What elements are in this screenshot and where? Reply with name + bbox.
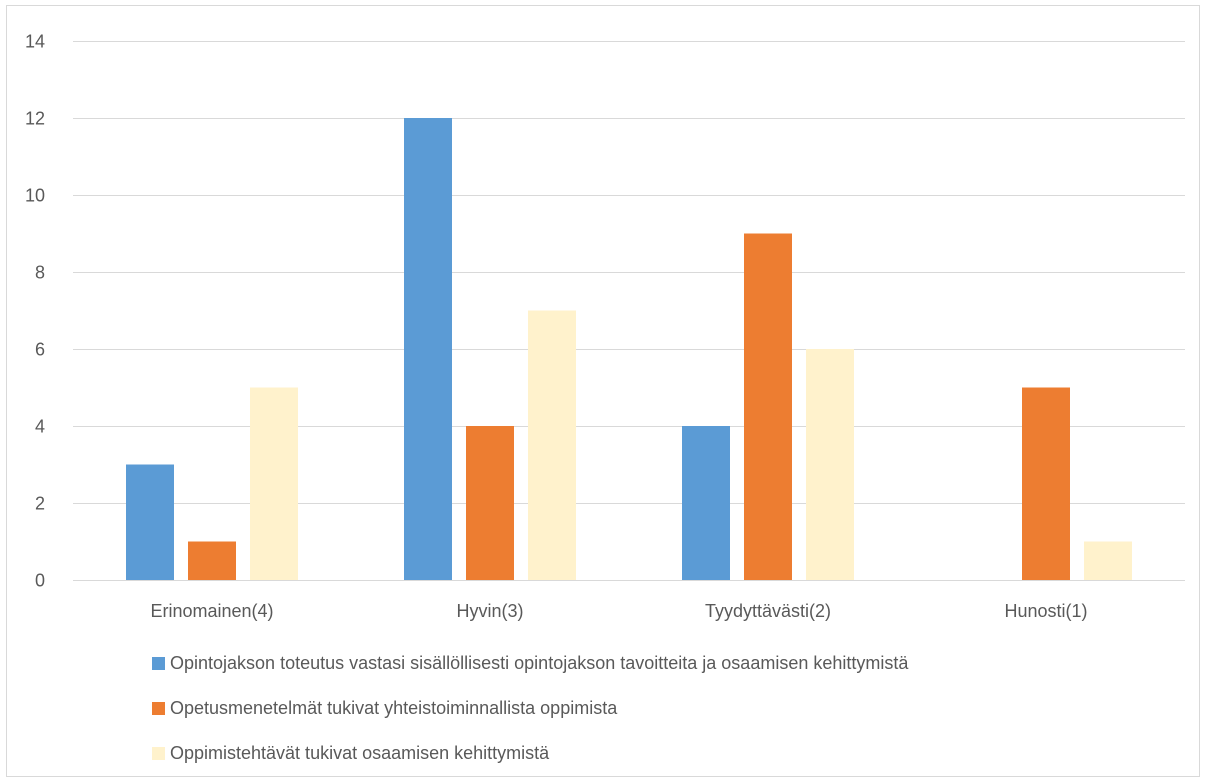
x-tick-label-4: Hunosti(1) [1004, 601, 1087, 621]
chart-legend: Opintojakson toteutus vastasi sisällölli… [152, 648, 908, 783]
legend-label-series-2: Opetusmenetelmät tukivat yhteistoiminnal… [170, 697, 618, 718]
bar-series-1-tyydyttävästi-2- [682, 426, 730, 580]
legend-swatch-series-2 [152, 701, 165, 715]
bar-series-3-tyydyttävästi-2- [806, 349, 854, 580]
bar-series-2-erinomainen-4- [188, 541, 236, 580]
bar-series-1-hyvin-3- [404, 118, 452, 580]
legend-item-series-1: Opintojakson toteutus vastasi sisällölli… [152, 648, 908, 678]
y-tick-label-12: 12 [25, 109, 45, 129]
y-tick-label-10: 10 [25, 186, 45, 206]
chart-frame [6, 5, 1200, 777]
legend-label-series-1: Opintojakson toteutus vastasi sisällölli… [170, 652, 909, 673]
x-tick-label-2: Hyvin(3) [456, 601, 523, 621]
legend-label-series-3: Oppimistehtävät tukivat osaamisen kehitt… [170, 742, 550, 763]
y-tick-label-6: 6 [35, 340, 45, 360]
legend-swatch-series-1 [152, 656, 165, 670]
bar-series-3-hunosti-1- [1084, 541, 1132, 580]
y-tick-label-8: 8 [35, 263, 45, 283]
y-tick-label-2: 2 [35, 494, 45, 514]
legend-item-series-3: Oppimistehtävät tukivat osaamisen kehitt… [152, 738, 908, 768]
legend-swatch-series-3 [152, 746, 165, 760]
bar-series-2-tyydyttävästi-2- [744, 233, 792, 580]
bar-series-2-hyvin-3- [466, 426, 514, 580]
legend-item-series-2: Opetusmenetelmät tukivat yhteistoiminnal… [152, 693, 908, 723]
bar-series-1-erinomainen-4- [126, 464, 174, 580]
bar-series-3-hyvin-3- [528, 310, 576, 580]
y-tick-label-14: 14 [25, 32, 45, 52]
y-tick-label-0: 0 [35, 571, 45, 591]
bar-series-3-erinomainen-4- [250, 387, 298, 580]
x-tick-label-1: Erinomainen(4) [150, 601, 273, 621]
y-tick-label-4: 4 [35, 417, 45, 437]
x-tick-label-3: Tyydyttävästi(2) [705, 601, 831, 621]
bar-series-2-hunosti-1- [1022, 387, 1070, 580]
